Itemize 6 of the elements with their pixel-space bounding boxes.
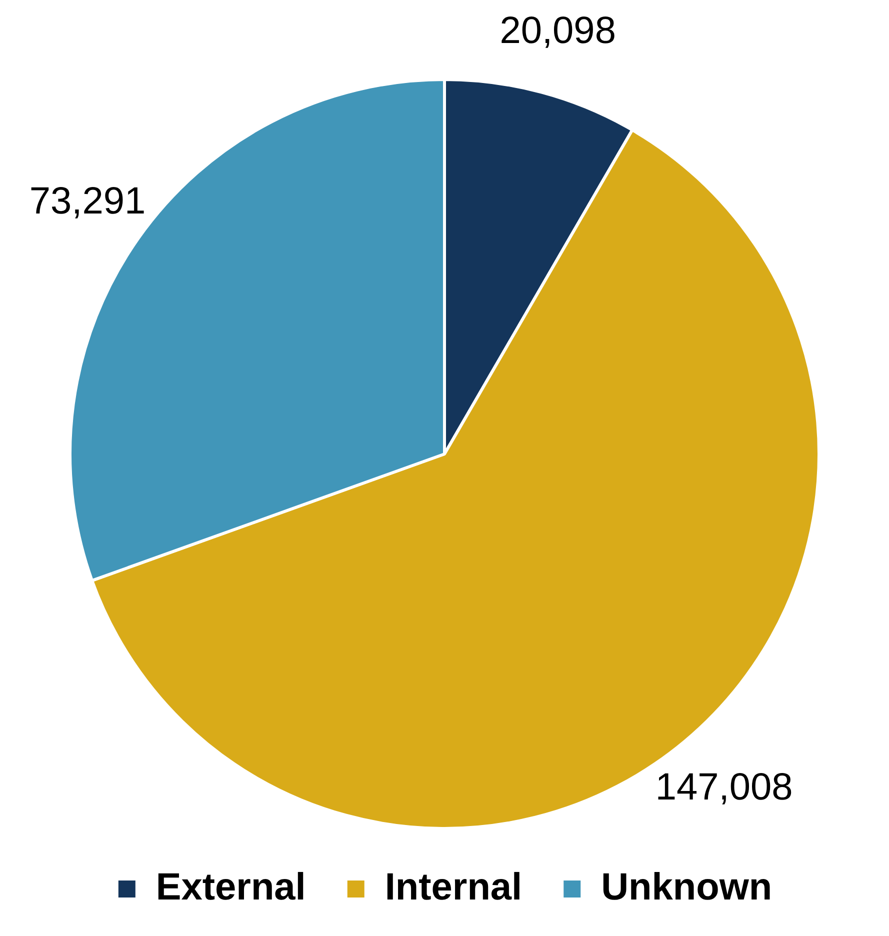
legend-label: Unknown [601, 866, 772, 908]
legend-label: External [156, 866, 306, 908]
data-label: 73,291 [29, 180, 146, 222]
data-label: 20,098 [500, 10, 616, 52]
legend-label: Internal [384, 866, 522, 908]
data-label: 147,008 [655, 766, 793, 809]
